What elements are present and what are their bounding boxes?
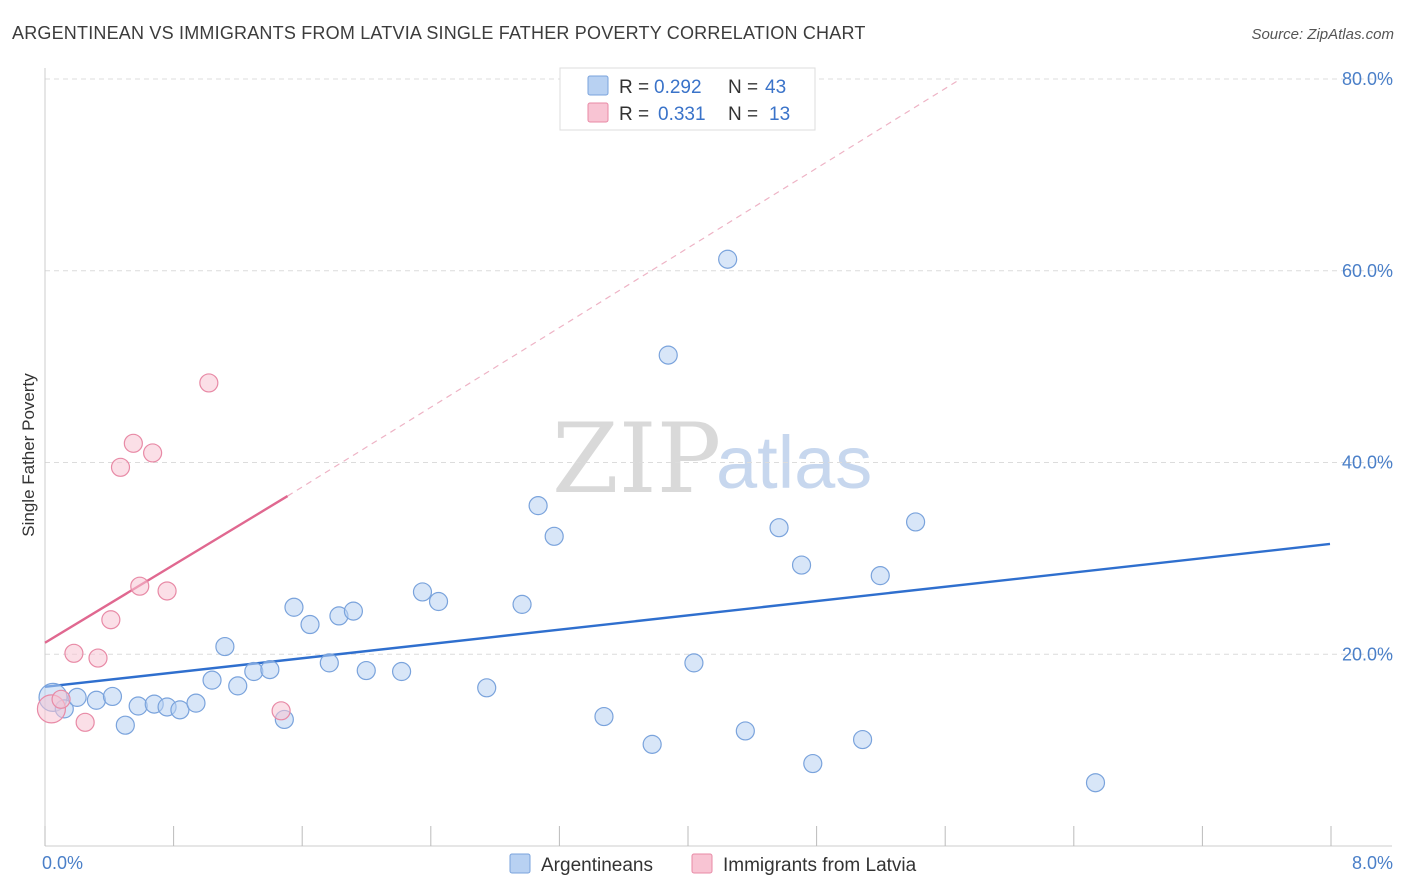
legend-n-value-blue: 43 bbox=[765, 77, 786, 98]
x-tick-label: 8.0% bbox=[1352, 853, 1393, 873]
point-argentineans bbox=[115, 715, 135, 735]
point-argentineans bbox=[594, 706, 614, 727]
legend-swatch-pink bbox=[587, 102, 609, 123]
point-argentineans bbox=[428, 591, 449, 612]
chart-title: ARGENTINEAN VS IMMIGRANTS FROM LATVIA SI… bbox=[12, 23, 866, 43]
y-tick-label: 20.0% bbox=[1342, 644, 1393, 664]
legend-r-label-blue: R = bbox=[619, 77, 649, 98]
point-argentineans bbox=[215, 636, 235, 657]
trend-line-argentineans bbox=[44, 542, 1331, 689]
point-argentineans bbox=[284, 597, 304, 617]
point-argentineans bbox=[512, 594, 532, 614]
source-credit: Source: ZipAtlas.com bbox=[1251, 26, 1394, 43]
y-axis-label: Single Father Poverty bbox=[19, 373, 38, 537]
grid bbox=[45, 78, 1392, 655]
watermark-zip: ZIP bbox=[552, 403, 721, 515]
point-argentineans bbox=[202, 670, 222, 690]
y-tick-label: 60.0% bbox=[1342, 261, 1393, 281]
point-argentineans bbox=[658, 345, 678, 365]
series-legend-label-argentineans: Argentineans bbox=[541, 855, 653, 876]
point-latvia bbox=[51, 689, 71, 709]
point-argentineans bbox=[1085, 773, 1106, 793]
legend-r-value-pink: 0.331 bbox=[658, 104, 706, 125]
point-argentineans bbox=[791, 555, 812, 575]
point-latvia bbox=[64, 643, 84, 663]
point-argentineans bbox=[102, 686, 123, 707]
point-argentineans bbox=[319, 653, 339, 673]
point-argentineans bbox=[528, 496, 548, 516]
point-argentineans bbox=[300, 614, 320, 635]
legend-r-value-blue: 0.292 bbox=[654, 77, 702, 98]
x-tick-label: 0.0% bbox=[42, 853, 83, 873]
point-latvia bbox=[101, 610, 121, 630]
point-latvia bbox=[123, 433, 143, 453]
point-argentineans bbox=[170, 700, 190, 720]
point-argentineans bbox=[477, 678, 497, 698]
trend-lines bbox=[44, 78, 1331, 689]
point-argentineans bbox=[128, 696, 148, 716]
stats-legend: R = 0.292 N = 43 R = 0.331 N = 13 bbox=[559, 67, 816, 131]
data-points bbox=[36, 249, 1106, 793]
point-argentineans bbox=[642, 734, 662, 754]
point-latvia bbox=[75, 712, 95, 732]
series-legend-swatch-latvia bbox=[691, 853, 713, 874]
y-tick-label: 40.0% bbox=[1342, 453, 1393, 473]
point-latvia bbox=[271, 701, 291, 721]
point-argentineans bbox=[718, 249, 738, 269]
series-legend-label-latvia: Immigrants from Latvia bbox=[723, 855, 917, 876]
point-argentineans bbox=[260, 659, 280, 680]
point-argentineans bbox=[228, 676, 248, 696]
point-argentineans bbox=[86, 690, 107, 710]
point-latvia bbox=[199, 373, 219, 393]
point-latvia bbox=[143, 443, 163, 463]
legend-n-label-blue: N = bbox=[728, 77, 758, 98]
trend-line-latvia bbox=[44, 495, 289, 644]
point-argentineans bbox=[67, 687, 87, 707]
point-argentineans bbox=[391, 661, 412, 682]
point-argentineans bbox=[412, 582, 433, 602]
point-latvia bbox=[110, 457, 131, 477]
axes: 20.0% 40.0% 60.0% 80.0% 0.0% 8.0% bbox=[42, 68, 1393, 873]
legend-n-value-pink: 13 bbox=[769, 104, 790, 125]
legend-n-label-pink: N = bbox=[728, 104, 758, 125]
point-argentineans bbox=[905, 512, 926, 532]
legend-r-label-pink: R = bbox=[619, 104, 649, 125]
point-argentineans bbox=[544, 526, 564, 546]
point-argentineans bbox=[769, 518, 789, 538]
point-latvia bbox=[130, 576, 150, 596]
point-argentineans bbox=[684, 653, 704, 673]
point-latvia bbox=[157, 581, 177, 601]
series-legend: Argentineans Immigrants from Latvia bbox=[509, 853, 917, 876]
point-argentineans bbox=[852, 729, 873, 750]
point-argentineans bbox=[803, 753, 823, 774]
y-tick-label: 80.0% bbox=[1342, 69, 1393, 89]
point-argentineans bbox=[186, 693, 206, 713]
point-argentineans bbox=[244, 661, 264, 682]
point-latvia bbox=[88, 648, 108, 668]
point-argentineans bbox=[735, 721, 755, 741]
point-argentineans bbox=[343, 601, 363, 621]
series-legend-swatch-argentineans bbox=[509, 853, 531, 874]
legend-swatch-blue bbox=[587, 75, 609, 96]
point-argentineans bbox=[356, 660, 376, 681]
point-argentineans bbox=[870, 566, 890, 586]
